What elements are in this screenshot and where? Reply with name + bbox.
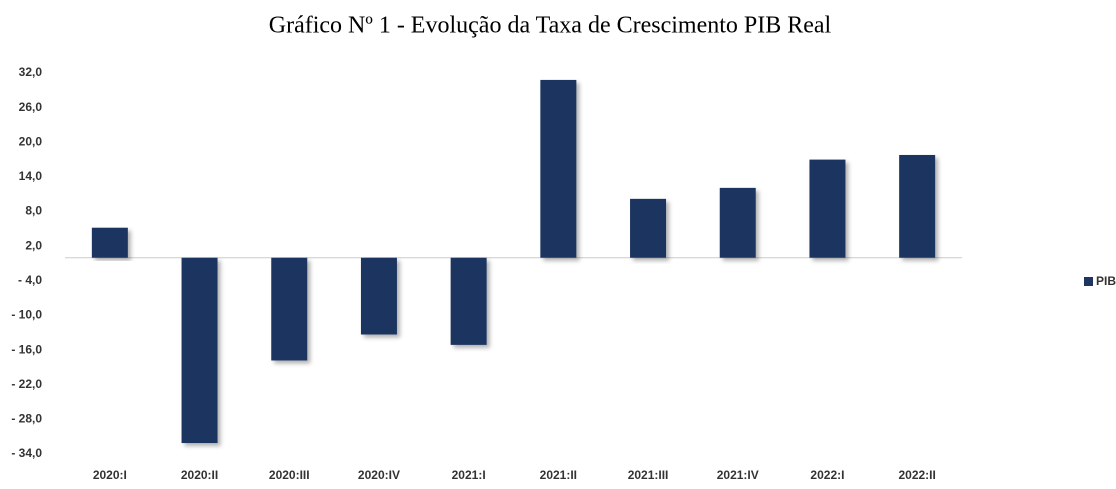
chart-title: Gráfico Nº 1 - Evolução da Taxa de Cresc…: [269, 13, 832, 39]
x-tick-label: 2020:II: [181, 468, 218, 482]
bar: [540, 79, 577, 258]
y-tick-label: - 10,0: [11, 308, 42, 322]
bar: [271, 257, 308, 361]
x-tick-label: 2021:IV: [717, 468, 759, 482]
x-tick-label: 2022:I: [810, 468, 844, 482]
y-tick-label: 14,0: [19, 169, 43, 183]
y-tick-label: 2,0: [25, 238, 42, 252]
y-tick-label: - 4,0: [18, 273, 42, 287]
bar: [450, 257, 487, 345]
bar: [719, 187, 756, 258]
y-tick-label: - 16,0: [11, 342, 42, 356]
x-tick-label: 2021:I: [452, 468, 486, 482]
y-tick-label: - 22,0: [11, 377, 42, 391]
x-tick-label: 2020:IV: [358, 468, 400, 482]
x-tick-label: 2021:III: [628, 468, 669, 482]
x-tick-label: 2022:II: [898, 468, 935, 482]
bar: [91, 227, 128, 258]
bar: [809, 159, 846, 258]
y-tick-label: 8,0: [25, 204, 42, 218]
bar: [899, 154, 936, 258]
legend-label: PIB: [1096, 274, 1116, 288]
bar: [360, 257, 397, 335]
bar: [181, 257, 218, 444]
y-tick-label: - 34,0: [11, 446, 42, 460]
y-tick-label: 26,0: [19, 100, 43, 114]
x-tick-label: 2021:II: [540, 468, 577, 482]
x-tick-label: 2020:I: [93, 468, 127, 482]
x-tick-label: 2020:III: [269, 468, 310, 482]
y-tick-label: - 28,0: [11, 412, 42, 426]
y-tick-label: 32,0: [19, 65, 43, 79]
bar: [630, 198, 667, 258]
legend-swatch: [1084, 277, 1093, 286]
y-tick-label: 20,0: [19, 134, 43, 148]
